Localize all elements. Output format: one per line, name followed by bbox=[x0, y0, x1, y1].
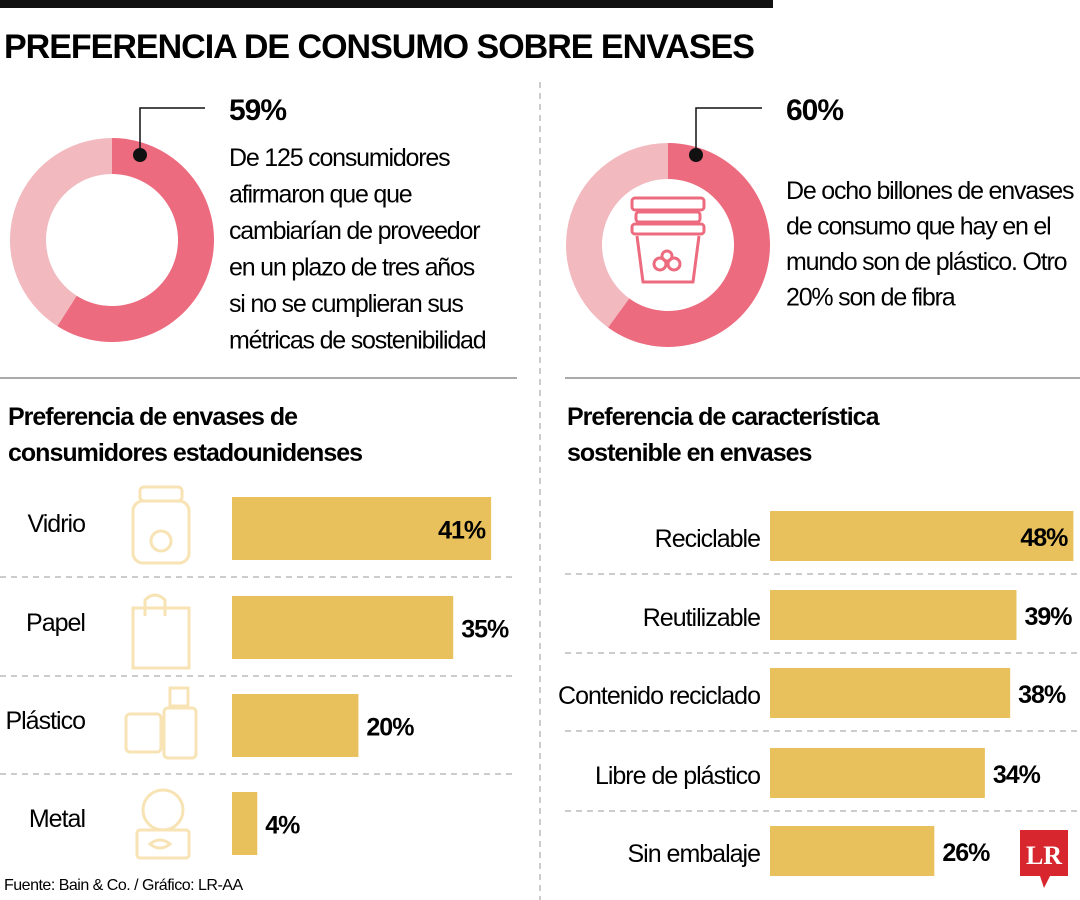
donut-chart-1 bbox=[9, 138, 214, 342]
svg-text:LR: LR bbox=[1026, 841, 1062, 870]
donut-slice-rest bbox=[9, 138, 112, 327]
bar bbox=[232, 596, 454, 659]
section-title: Preferencia de envases de bbox=[8, 403, 298, 431]
stat-value: 60% bbox=[786, 94, 843, 127]
donut-slice-main bbox=[608, 143, 770, 347]
bar bbox=[770, 511, 1074, 561]
stat-value: 59% bbox=[229, 94, 286, 127]
page-title: PREFERENCIA DE CONSUMO SOBRE ENVASES bbox=[4, 28, 754, 66]
lr-logo: LR bbox=[1020, 830, 1068, 888]
stat-description-line: en un plazo de tres años bbox=[229, 254, 475, 282]
paper-bag-icon bbox=[131, 593, 191, 670]
stat-description-line: mundo son de plástico. Otro bbox=[786, 248, 1067, 276]
bar-value-label: 20% bbox=[366, 714, 414, 742]
plastic-bottles-icon bbox=[124, 686, 198, 760]
bar bbox=[232, 694, 359, 757]
bar bbox=[770, 668, 1011, 718]
bar-value-label: 4% bbox=[265, 812, 300, 840]
top-bar bbox=[0, 0, 773, 8]
glass-jar-icon bbox=[131, 485, 191, 565]
bar-category-label: Libre de plástico bbox=[595, 762, 760, 790]
stat-description-line: de consumo que hay en el bbox=[786, 213, 1050, 241]
bar-value-label: 35% bbox=[461, 616, 509, 644]
stat-description-line: si no se cumplieran sus bbox=[229, 290, 463, 318]
callout-dot bbox=[133, 148, 147, 162]
bar-category-label: Plástico bbox=[5, 707, 85, 735]
bar-category-label: Reciclable bbox=[655, 525, 760, 553]
bar-category-label: Reutilizable bbox=[643, 604, 760, 632]
section-title: consumidores estadounidenses bbox=[8, 439, 362, 467]
callout-line bbox=[695, 107, 762, 155]
bar-value-label: 39% bbox=[1024, 603, 1072, 631]
packaging-containers-icon bbox=[630, 196, 706, 284]
metal-can-icon bbox=[135, 788, 191, 860]
bar bbox=[770, 590, 1017, 640]
section-title: sostenible en envases bbox=[567, 439, 812, 467]
bar-category-label: Vidrio bbox=[28, 510, 86, 538]
stat-description-line: afirmaron que que bbox=[229, 181, 412, 209]
bar-category-label: Contenido reciclado bbox=[558, 682, 760, 710]
bar bbox=[770, 748, 985, 798]
bar-category-label: Metal bbox=[29, 805, 85, 833]
callout-line bbox=[139, 107, 205, 155]
donut-slice-main bbox=[57, 138, 214, 342]
bar bbox=[232, 497, 492, 560]
bar-value-label: 34% bbox=[993, 761, 1041, 789]
stat-description-line: De 125 consumidores bbox=[229, 144, 450, 172]
donut-slice-rest bbox=[566, 143, 668, 328]
stat-description-line: métricas de sostenibilidad bbox=[229, 327, 486, 355]
section-title: Preferencia de característica bbox=[567, 403, 881, 431]
bar bbox=[770, 826, 935, 876]
bar-value-label: 38% bbox=[1018, 681, 1066, 709]
stat-description-line: De ocho billones de envases bbox=[786, 177, 1074, 205]
bar-value-label: 48% bbox=[1020, 524, 1068, 552]
bar-value-label: 41% bbox=[438, 517, 486, 545]
stat-description-line: cambiarían de proveedor bbox=[229, 217, 480, 245]
donut-chart-2 bbox=[566, 143, 770, 347]
callout-dot bbox=[689, 148, 703, 162]
stat-description-line: 20% son de fibra bbox=[786, 284, 956, 312]
bar-category-label: Papel bbox=[26, 609, 85, 637]
source-footer: Fuente: Bain & Co. / Gráfico: LR-AA bbox=[4, 877, 243, 894]
bar bbox=[232, 792, 258, 855]
bar-category-label: Sin embalaje bbox=[627, 840, 760, 868]
bar-value-label: 26% bbox=[942, 839, 990, 867]
